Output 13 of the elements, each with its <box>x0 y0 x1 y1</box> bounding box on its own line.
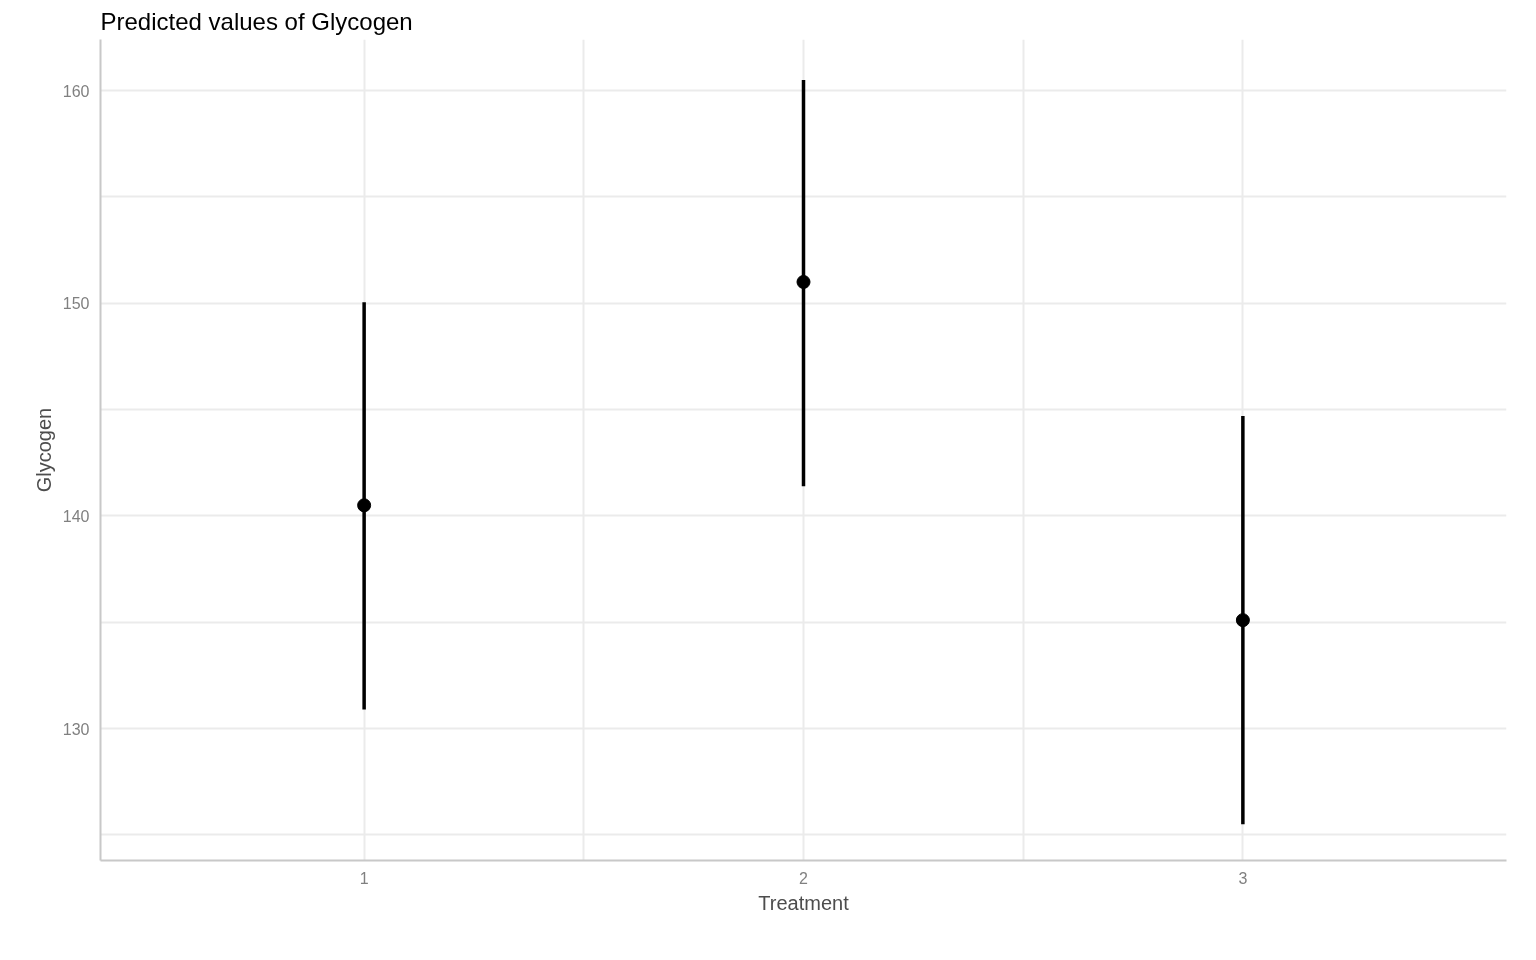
point <box>1235 613 1250 628</box>
x-axis-title: Treatment <box>758 891 850 914</box>
chart-title: Predicted values of Glycogen <box>100 7 413 35</box>
y-tick-label: 140 <box>62 507 90 525</box>
x-tick-label: 3 <box>1238 869 1248 887</box>
y-tick-label: 130 <box>62 720 90 738</box>
point <box>796 274 811 289</box>
y-axis-title: Glycogen <box>32 407 55 493</box>
y-tick-label: 150 <box>62 295 90 313</box>
x-tick-label: 1 <box>359 869 369 887</box>
point <box>357 498 372 513</box>
x-tick-label: 2 <box>799 869 809 887</box>
y-tick-label: 160 <box>62 82 90 100</box>
